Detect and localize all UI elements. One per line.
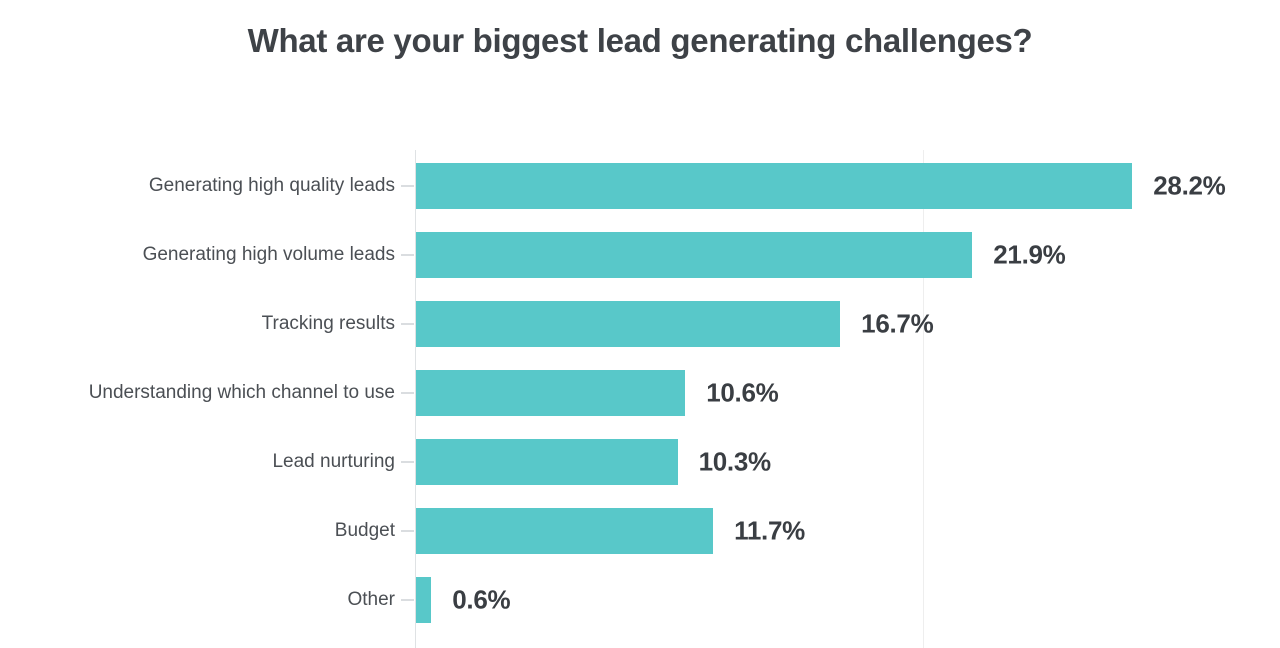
category-label: Generating high quality leads [148,175,395,196]
bar [416,232,973,278]
category-label: Generating high volume leads [142,244,395,265]
value-label: 10.3% [698,446,772,477]
bar-row: Budget 11.7% [0,508,1280,554]
value-label: 11.7% [734,515,805,546]
axis-tick [401,185,414,187]
value-label: 16.7% [861,308,934,339]
category-label: Budget [334,520,395,541]
bar-row: Lead nurturing 10.3% [0,439,1280,485]
category-label: Lead nurturing [272,451,395,472]
gridline-20-percent [923,150,924,648]
bar-row: Understanding which channel to use 10.6% [0,370,1280,416]
bar [416,370,686,416]
axis-tick [401,392,414,394]
value-label: 28.2% [1153,170,1226,201]
chart-title: What are your biggest lead generating ch… [247,22,1033,59]
axis-tick [401,323,414,325]
axis-tick [401,254,414,256]
bar-row: Generating high quality leads 28.2% [0,163,1280,209]
bar [416,163,1133,209]
bar [416,508,714,554]
category-label: Tracking results [261,313,395,334]
category-label: Understanding which channel to use [88,382,395,403]
category-label: Other [347,589,395,610]
axis-tick [401,599,414,601]
bar [416,301,841,347]
axis-tick [401,461,414,463]
axis-tick [401,530,414,532]
value-label: 0.6% [452,584,511,615]
bar-row: Tracking results 16.7% [0,301,1280,347]
bar [416,577,432,623]
bar [416,439,678,485]
bar-row: Generating high volume leads 21.9% [0,232,1280,278]
bar-row: Other 0.6% [0,577,1280,623]
y-axis-line [415,150,416,648]
value-label: 10.6% [706,377,779,408]
value-label: 21.9% [993,239,1066,270]
